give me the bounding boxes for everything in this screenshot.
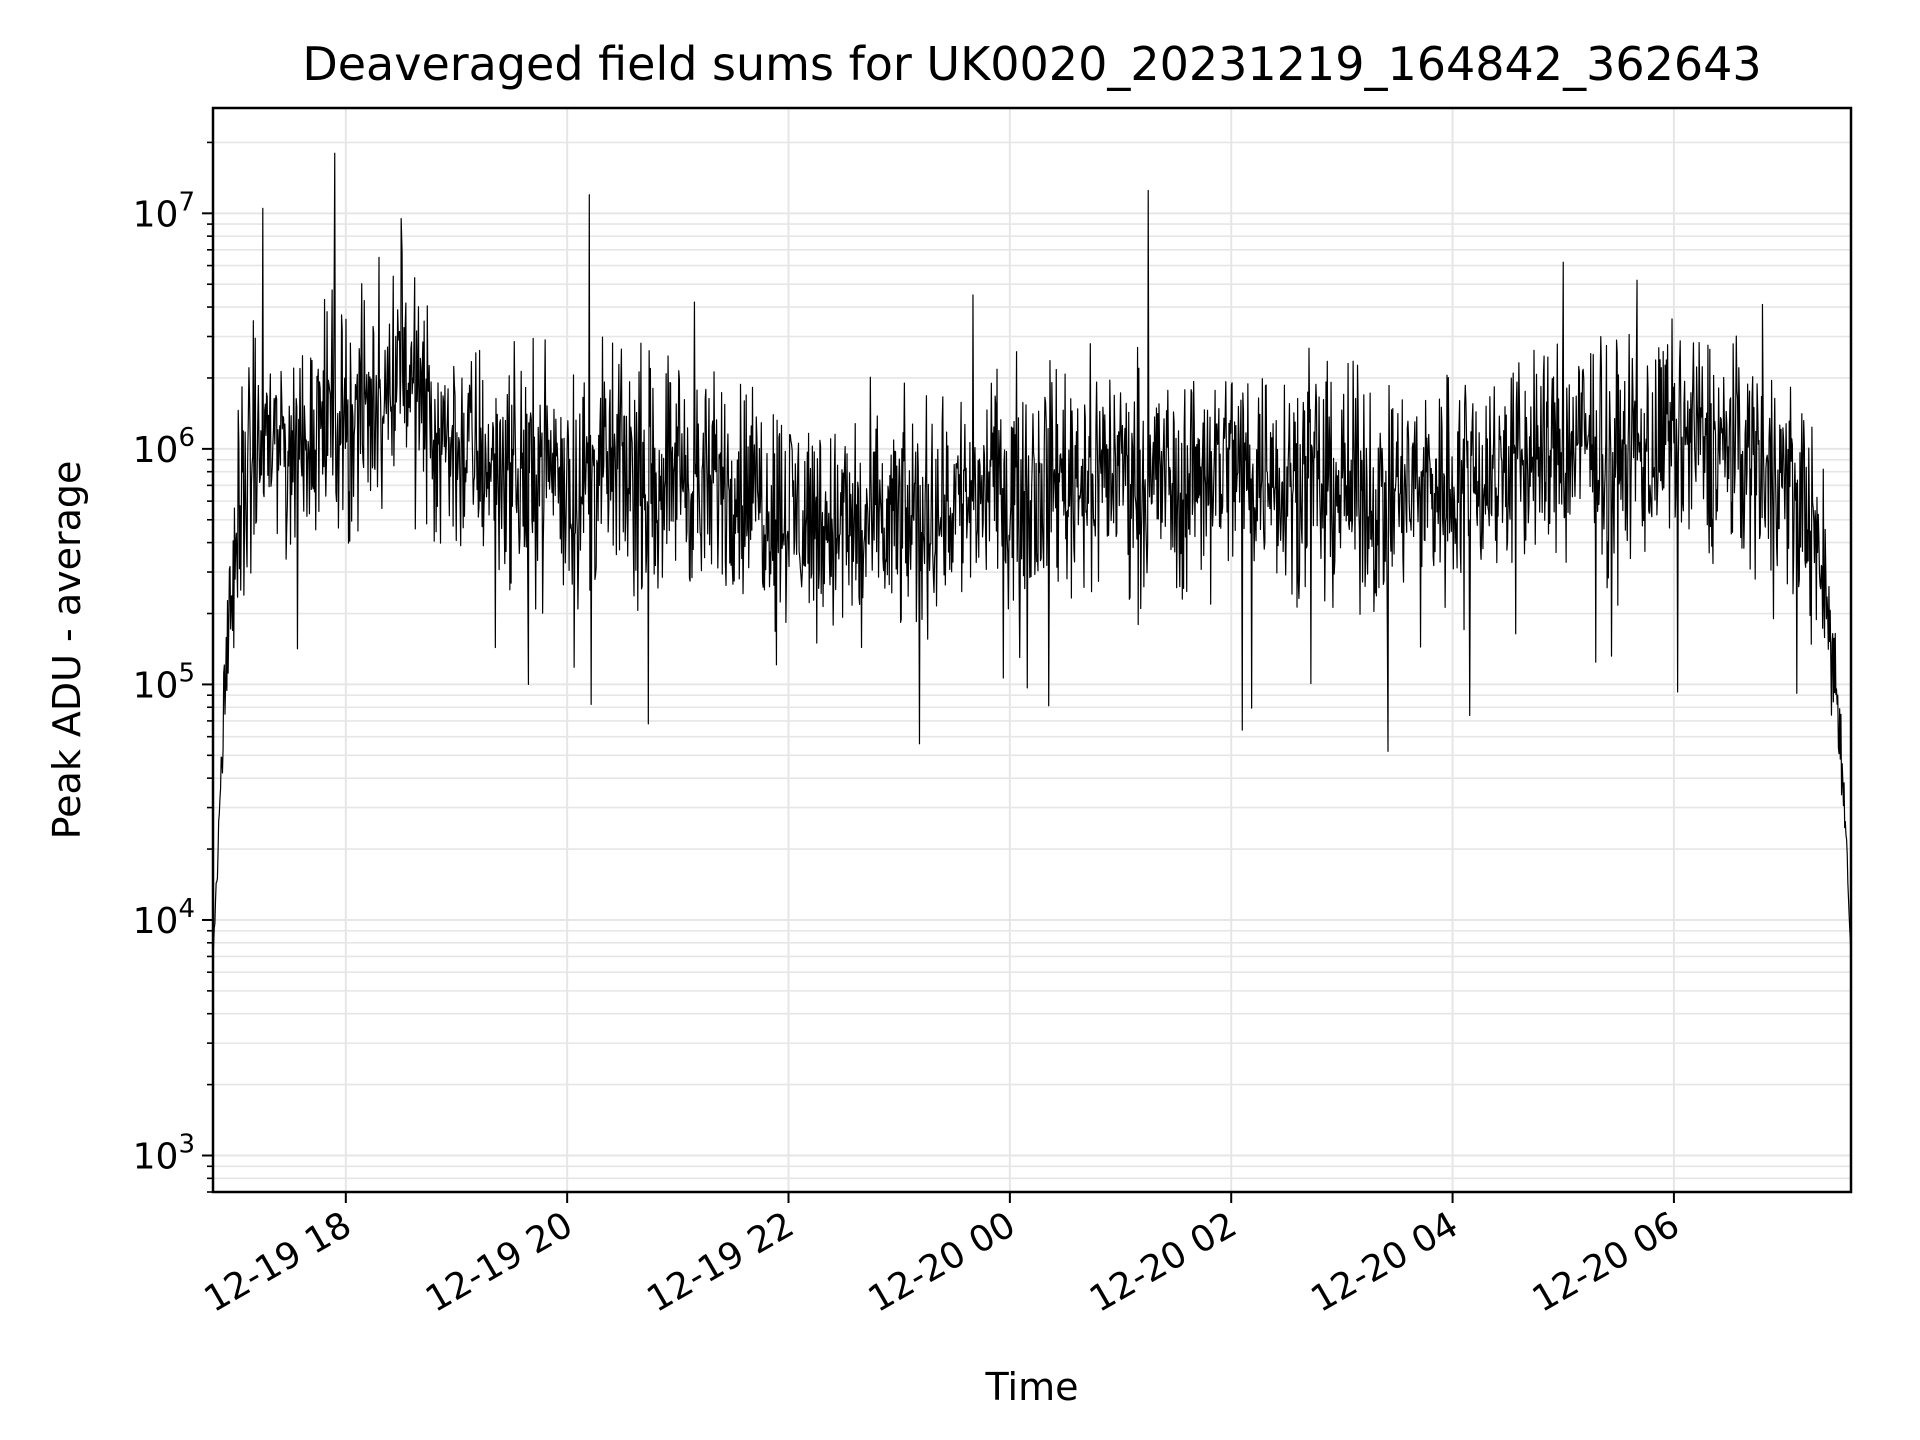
y-tick-label: 103 [133,1130,195,1178]
chart-title: Deaveraged field sums for UK0020_2023121… [302,37,1761,91]
series-line [212,152,1852,957]
x-axis-label: Time [985,1365,1079,1409]
y-tick-label-base: 10 [133,901,179,942]
y-tick-label-base: 10 [133,1137,179,1178]
y-tick-label: 104 [133,894,195,942]
grid [213,108,1851,1193]
series-line-group [212,152,1852,957]
y-tick-label: 105 [133,658,195,706]
y-tick-label: 106 [133,423,195,471]
y-tick-label-base: 10 [133,665,179,706]
y-tick-label-exponent: 3 [178,1130,195,1160]
plot-area-frame [211,106,1853,1194]
y-tick-label-base: 10 [133,194,179,235]
y-tick-label-exponent: 4 [178,894,195,924]
y-tick-label-exponent: 6 [178,423,195,453]
y-tick-label-base: 10 [133,430,179,471]
y-axis-label: Peak ADU - average [45,461,89,840]
y-tick-label-exponent: 7 [178,187,195,217]
y-tick-label-exponent: 5 [178,658,195,688]
y-tick-label: 107 [133,187,195,235]
